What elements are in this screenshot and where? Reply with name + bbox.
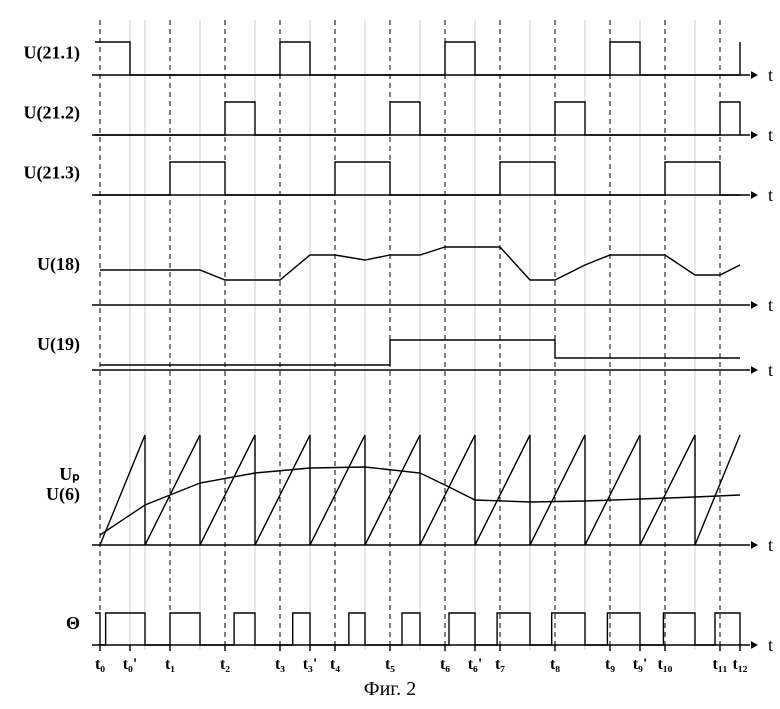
svg-text:t₁₂: t₁₂ <box>733 656 748 673</box>
svg-text:t₁₀: t₁₀ <box>658 656 673 673</box>
svg-text:t₆': t₆' <box>468 656 483 673</box>
svg-text:t₀: t₀ <box>95 656 105 673</box>
svg-text:U(21.3): U(21.3) <box>24 163 81 184</box>
figure-caption: Фиг. 2 <box>0 678 780 701</box>
svg-text:U(18): U(18) <box>37 254 80 275</box>
svg-text:t₅: t₅ <box>385 656 395 673</box>
svg-text:U(21.2): U(21.2) <box>24 103 81 124</box>
svg-text:U(6): U(6) <box>46 484 80 505</box>
svg-text:t: t <box>768 295 773 315</box>
svg-text:t₀': t₀' <box>123 656 138 673</box>
svg-text:t₆: t₆ <box>440 656 450 673</box>
svg-text:Θ: Θ <box>66 613 80 633</box>
svg-text:t: t <box>768 65 773 85</box>
svg-text:t₁: t₁ <box>165 656 175 673</box>
svg-text:U(21.1): U(21.1) <box>24 43 81 64</box>
svg-text:t: t <box>768 360 773 380</box>
svg-text:t: t <box>768 535 773 555</box>
svg-text:U(19): U(19) <box>37 334 80 355</box>
svg-text:t₄: t₄ <box>330 656 340 673</box>
svg-text:t₃: t₃ <box>275 656 285 673</box>
svg-text:t₈: t₈ <box>550 656 560 673</box>
svg-text:t₇: t₇ <box>495 656 505 673</box>
svg-text:t: t <box>768 125 773 145</box>
svg-text:t₉': t₉' <box>633 656 648 673</box>
svg-text:t: t <box>768 185 773 205</box>
figure-container: t U(21.1) t U(21.2) t U(21.3) t U(18) t U(19) t UₚU… <box>0 0 780 709</box>
svg-text:t₁₁: t₁₁ <box>713 656 728 673</box>
svg-text:t₉: t₉ <box>605 656 615 673</box>
timing-diagram: t U(21.1) t U(21.2) t U(21.3) t U(18) t U(19) t UₚU… <box>0 0 780 709</box>
svg-text:Uₚ: Uₚ <box>59 464 80 484</box>
svg-text:t₂: t₂ <box>220 656 230 673</box>
svg-text:t₃': t₃' <box>303 656 318 673</box>
svg-text:t: t <box>768 635 773 655</box>
